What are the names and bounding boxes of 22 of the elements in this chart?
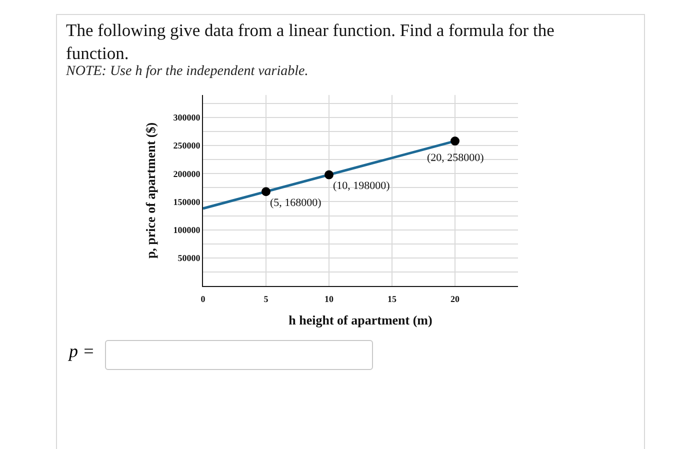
- chart-subtitle: NOTE: Use h for the independent variable.: [66, 64, 308, 80]
- y-tick-label: 300000: [173, 112, 201, 123]
- x-tick-label: 5: [264, 294, 269, 304]
- point: [450, 136, 460, 146]
- y-tick-label: 100000: [173, 224, 201, 235]
- y-tick-label: 200000: [173, 168, 201, 179]
- annotation: (10, 198000): [333, 180, 390, 192]
- x-tick-label: 15: [388, 294, 397, 304]
- x-tick-label: 20: [450, 294, 460, 304]
- x-axis-title: h height of apartment (m): [288, 312, 432, 328]
- y-tick-label: 50000: [178, 253, 201, 264]
- text: p =: [69, 341, 95, 362]
- y-axis-title: p, price of apartment ($): [143, 122, 158, 259]
- y-tick-label: 250000: [173, 140, 201, 151]
- chart-title: The following give data from a linear function. Find a formula for the function.: [66, 19, 556, 65]
- point: [262, 187, 270, 196]
- annotation: (20, 258000): [427, 152, 484, 164]
- y-tick-label: 150000: [173, 196, 201, 207]
- annotation: (5, 168000): [270, 197, 322, 209]
- x-tick-label: 10: [324, 294, 334, 304]
- point: [324, 170, 334, 180]
- x-tick-label: 0: [200, 294, 206, 304]
